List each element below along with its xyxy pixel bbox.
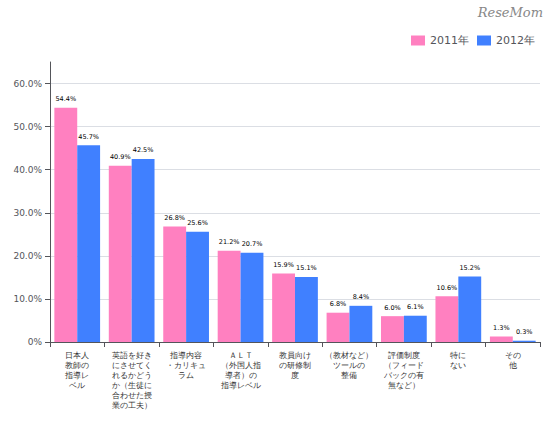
svg-text:指導レ: 指導レ <box>64 371 89 380</box>
svg-text:26.8%: 26.8% <box>164 214 185 222</box>
svg-text:ツールの: ツールの <box>333 361 365 370</box>
svg-text:0.3%: 0.3% <box>516 328 533 336</box>
svg-text:25.6%: 25.6% <box>187 219 208 227</box>
svg-text:バックの有: バックの有 <box>383 371 424 380</box>
svg-text:40.9%: 40.9% <box>110 153 131 161</box>
svg-text:ラム: ラム <box>178 371 194 380</box>
svg-text:20.0%: 20.0% <box>13 251 42 261</box>
svg-text:42.5%: 42.5% <box>133 146 154 154</box>
svg-text:15.2%: 15.2% <box>459 264 480 272</box>
svg-text:・カリキュ: ・カリキュ <box>166 361 206 370</box>
svg-text:教師の: 教師の <box>65 361 89 370</box>
svg-text:ない: ない <box>450 361 466 370</box>
svg-text:導者）の: 導者）の <box>225 371 257 380</box>
svg-text:他: 他 <box>509 361 517 370</box>
svg-text:21.2%: 21.2% <box>219 238 240 246</box>
svg-text:15.1%: 15.1% <box>296 264 317 272</box>
svg-text:50.0%: 50.0% <box>13 122 42 132</box>
svg-text:20.7%: 20.7% <box>242 240 263 248</box>
svg-text:整備: 整備 <box>341 371 357 380</box>
svg-text:英語を好き: 英語を好き <box>112 351 152 360</box>
svg-text:その: その <box>505 351 521 360</box>
svg-text:か（生徒に: か（生徒に <box>112 381 152 390</box>
svg-text:（フィード: （フィード <box>384 361 424 370</box>
svg-text:10.0%: 10.0% <box>13 294 42 304</box>
svg-text:度: 度 <box>291 371 299 380</box>
svg-text:の研修制: の研修制 <box>279 361 311 370</box>
svg-text:評価制度: 評価制度 <box>388 351 420 360</box>
svg-text:10.6%: 10.6% <box>437 284 458 292</box>
svg-text:ReseMom: ReseMom <box>477 5 543 20</box>
svg-text:2012年: 2012年 <box>496 34 535 47</box>
svg-text:指導内容: 指導内容 <box>169 351 202 360</box>
svg-text:れるかどう: れるかどう <box>112 371 152 380</box>
svg-text:にさせてく: にさせてく <box>112 361 152 370</box>
svg-text:30.0%: 30.0% <box>13 208 42 218</box>
svg-text:合わせた授: 合わせた授 <box>112 391 152 400</box>
svg-text:40.0%: 40.0% <box>13 165 42 175</box>
svg-text:1.3%: 1.3% <box>493 324 510 332</box>
svg-text:2011年: 2011年 <box>430 34 469 47</box>
svg-text:指導レベル: 指導レベル <box>220 381 261 390</box>
svg-text:8.4%: 8.4% <box>353 293 370 301</box>
svg-text:教員向け: 教員向け <box>279 351 311 360</box>
svg-text:日本人: 日本人 <box>65 351 89 360</box>
svg-text:6.0%: 6.0% <box>384 304 401 312</box>
svg-text:（教材など）: （教材など） <box>325 351 373 360</box>
svg-text:60.0%: 60.0% <box>13 79 42 89</box>
svg-text:無など）: 無など） <box>388 381 420 390</box>
svg-text:6.8%: 6.8% <box>330 300 347 308</box>
svg-text:6.1%: 6.1% <box>407 303 424 311</box>
svg-text:0%: 0% <box>28 337 43 347</box>
svg-text:45.7%: 45.7% <box>78 133 99 141</box>
svg-text:（外国人指: （外国人指 <box>221 361 261 370</box>
svg-text:ベル: ベル <box>69 381 85 390</box>
svg-text:特に: 特に <box>450 351 466 360</box>
svg-text:15.9%: 15.9% <box>273 261 294 269</box>
svg-text:ＡＬＴ: ＡＬＴ <box>229 351 253 360</box>
svg-text:54.4%: 54.4% <box>55 95 76 103</box>
svg-text:業の工夫）: 業の工夫） <box>112 401 152 410</box>
